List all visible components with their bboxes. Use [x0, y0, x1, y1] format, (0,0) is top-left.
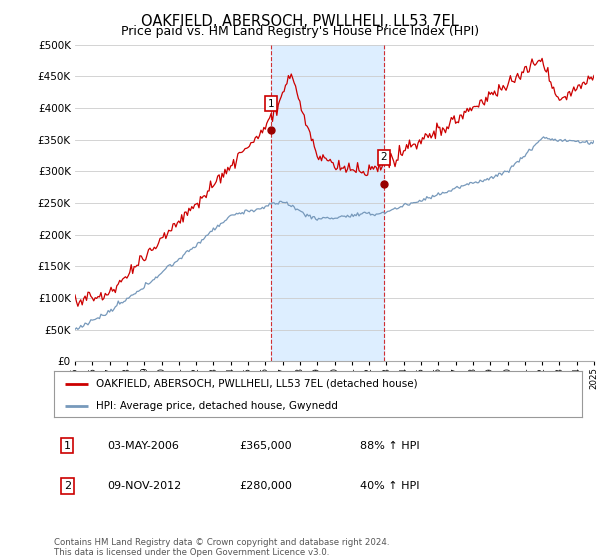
Bar	[271, 45, 384, 361]
Text: 2: 2	[64, 481, 71, 491]
Text: OAKFIELD, ABERSOCH, PWLLHELI, LL53 7EL: OAKFIELD, ABERSOCH, PWLLHELI, LL53 7EL	[141, 14, 459, 29]
Text: £365,000: £365,000	[239, 441, 292, 451]
Text: Contains HM Land Registry data © Crown copyright and database right 2024.
This d: Contains HM Land Registry data © Crown c…	[54, 538, 389, 557]
Text: 1: 1	[64, 441, 71, 451]
Text: 40% ↑ HPI: 40% ↑ HPI	[360, 481, 420, 491]
Text: 03-MAY-2006: 03-MAY-2006	[107, 441, 179, 451]
Text: 2: 2	[380, 152, 387, 162]
Text: Price paid vs. HM Land Registry's House Price Index (HPI): Price paid vs. HM Land Registry's House …	[121, 25, 479, 38]
Text: 1: 1	[268, 99, 274, 109]
Text: HPI: Average price, detached house, Gwynedd: HPI: Average price, detached house, Gwyn…	[96, 401, 338, 410]
Text: £280,000: £280,000	[239, 481, 292, 491]
Text: 88% ↑ HPI: 88% ↑ HPI	[360, 441, 420, 451]
Text: OAKFIELD, ABERSOCH, PWLLHELI, LL53 7EL (detached house): OAKFIELD, ABERSOCH, PWLLHELI, LL53 7EL (…	[96, 379, 418, 389]
Text: 09-NOV-2012: 09-NOV-2012	[107, 481, 181, 491]
